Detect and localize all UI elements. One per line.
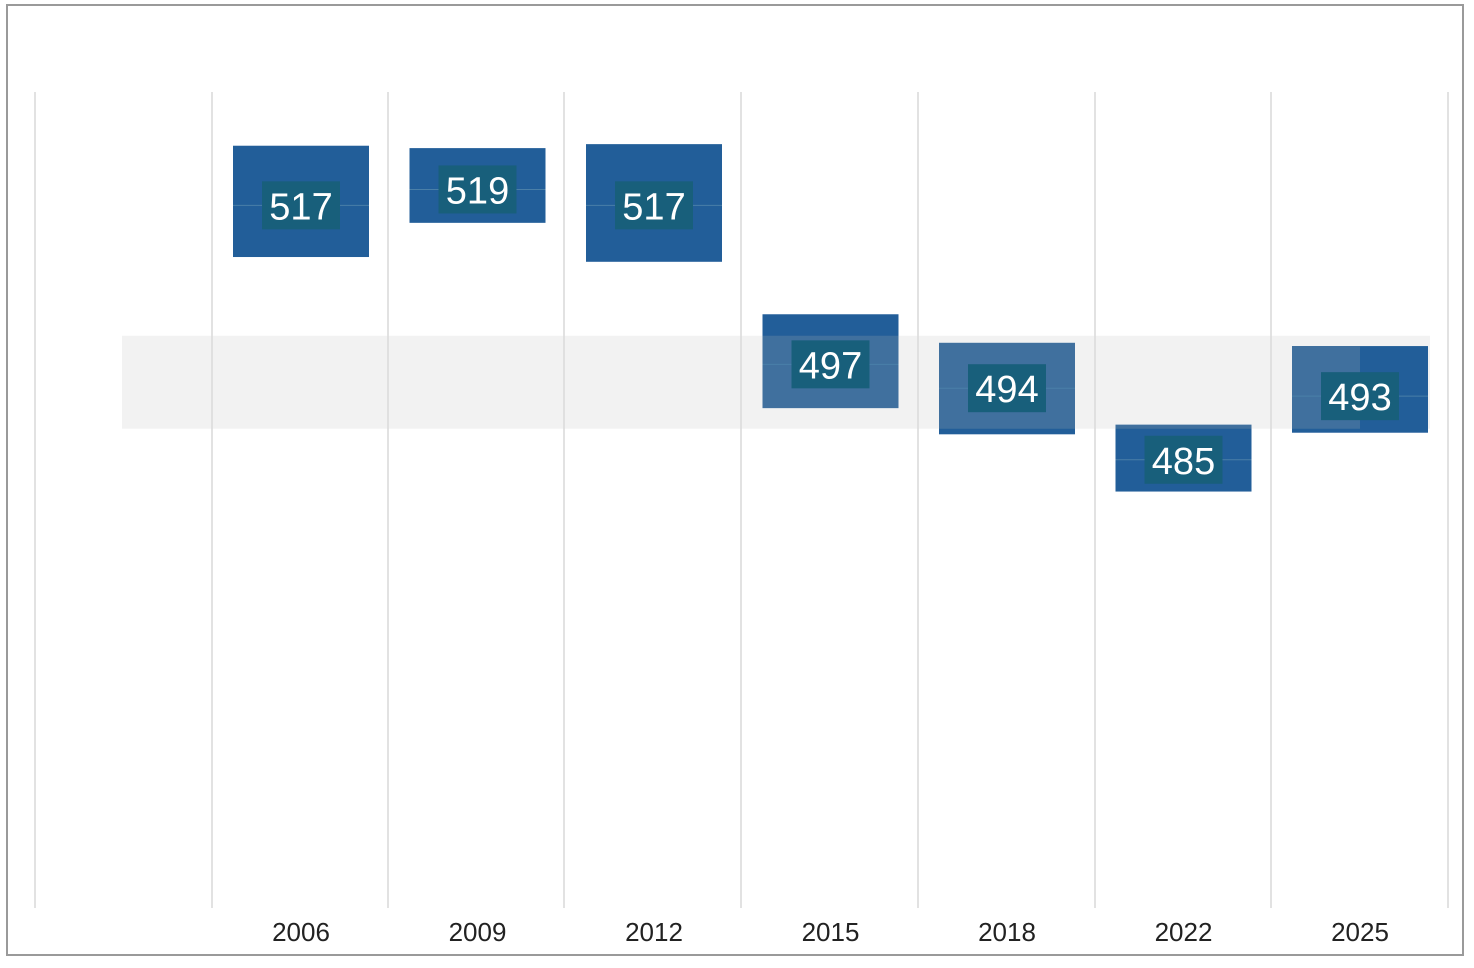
value-label-2009: 519	[446, 170, 509, 212]
x-tick-label-2025: 2025	[1331, 917, 1389, 947]
value-label-2012: 517	[622, 186, 685, 228]
value-label-box-2006	[262, 181, 340, 230]
value-label-box-2022	[1144, 435, 1223, 484]
value-label-box-2025	[1321, 372, 1399, 421]
bar-group-2009: 519	[409, 148, 546, 223]
x-tick-label-2006: 2006	[272, 917, 330, 947]
x-tick-label-2015: 2015	[802, 917, 860, 947]
value-label-2006: 517	[269, 186, 332, 228]
bar-group-2012: 517	[586, 144, 722, 262]
bar-group-2018: 494	[939, 342, 1075, 435]
chart-plot: 517 2006 519 2009 517 2012 497 2015 494 2018 485 20…	[34, 92, 1449, 947]
value-label-box-2018	[968, 364, 1046, 413]
value-label-2018: 494	[975, 369, 1038, 411]
value-label-box-2012	[615, 181, 693, 230]
value-label-2015: 497	[799, 345, 862, 387]
x-tick-label-2022: 2022	[1155, 917, 1213, 947]
bar-group-2022: 485	[1115, 424, 1252, 492]
bar-band-overlap-2022	[1115, 424, 1252, 429]
bar-group-2015: 497	[762, 314, 899, 409]
x-tick-label-2009: 2009	[449, 917, 507, 947]
value-label-box-2015	[791, 340, 870, 389]
x-tick-label-2012: 2012	[625, 917, 683, 947]
x-tick-label-2018: 2018	[978, 917, 1036, 947]
value-label-2022: 485	[1152, 441, 1215, 483]
bar-group-2025: 493	[1292, 346, 1428, 433]
value-label-box-2009	[438, 165, 517, 214]
chart-frame: 517 2006 519 2009 517 2012 497 2015 494 2018 485 20…	[6, 4, 1464, 956]
value-label-2025: 493	[1328, 377, 1391, 419]
bar-group-2006: 517	[233, 145, 369, 258]
